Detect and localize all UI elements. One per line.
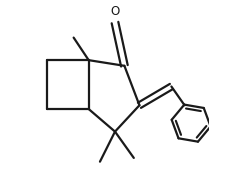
Text: O: O — [110, 5, 119, 18]
